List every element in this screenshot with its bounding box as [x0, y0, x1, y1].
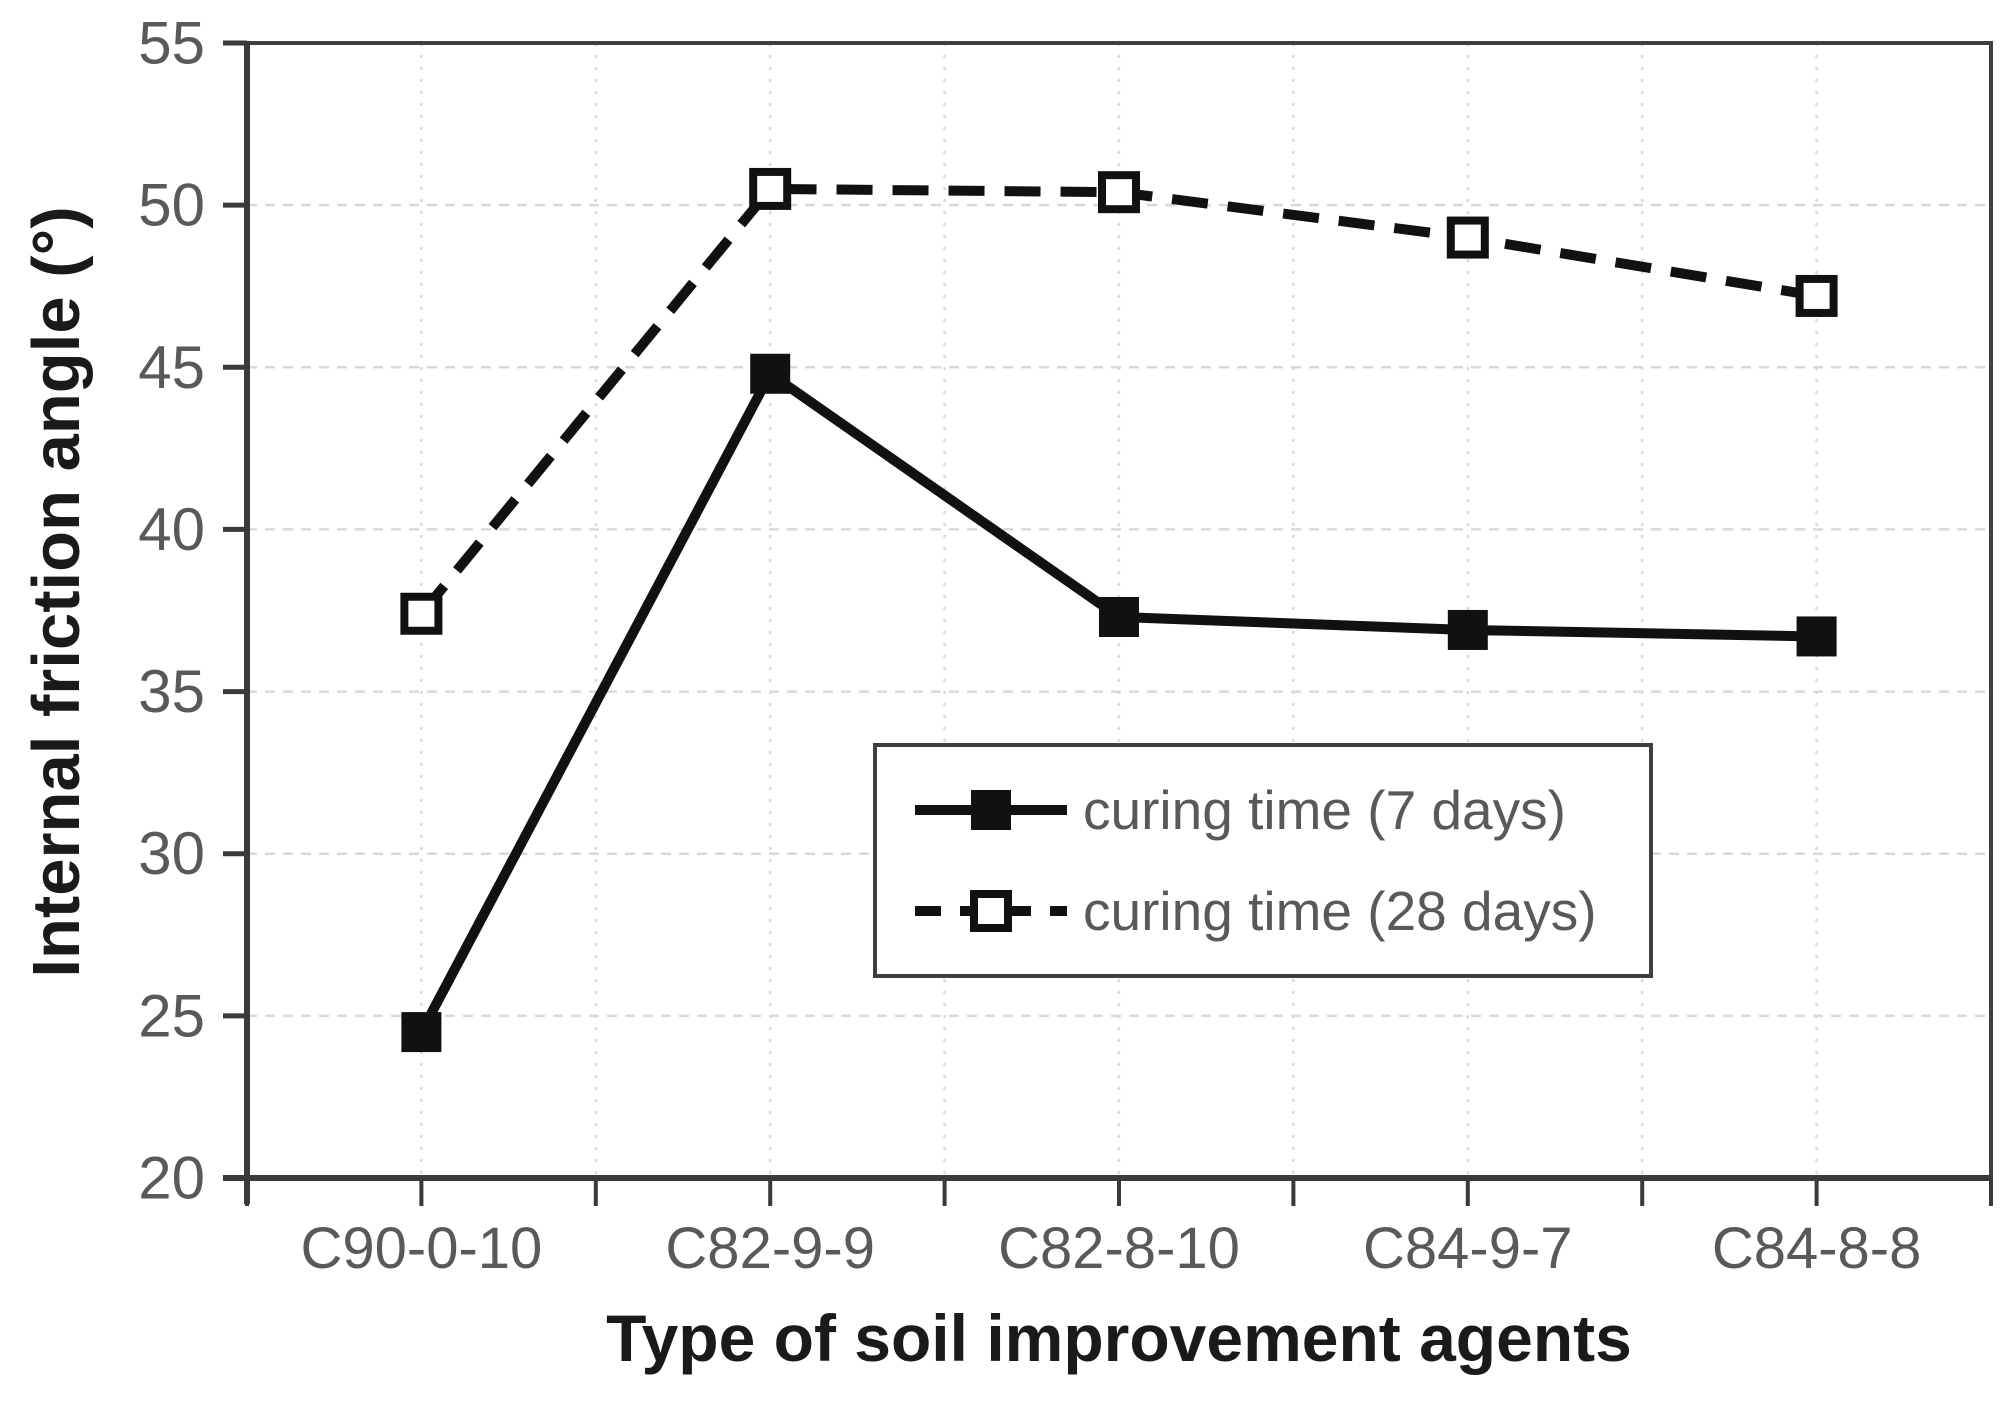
series-line-dashed — [417, 183, 1818, 617]
x-axis-title: Type of soil improvement agents — [606, 1301, 1632, 1375]
filled-square-marker — [750, 353, 791, 394]
y-tick-label: 50 — [138, 172, 205, 239]
dashed-line-open-square-icon — [915, 888, 1067, 934]
y-tick-label: 45 — [138, 334, 205, 401]
legend-label: curing time (7 days) — [1083, 778, 1566, 841]
open-square-marker — [1098, 171, 1140, 214]
filled-square-marker — [401, 1012, 442, 1053]
y-tick-label: 20 — [138, 1145, 205, 1212]
y-tick-label: 40 — [138, 496, 205, 563]
y-tick-label: 25 — [138, 982, 205, 1049]
open-square-marker — [749, 167, 792, 210]
y-axis-title: Internal friction angle (°) — [19, 206, 94, 978]
x-tick-label: C82-8-10 — [998, 1216, 1240, 1281]
filled-square-marker — [1796, 616, 1837, 657]
open-square-marker — [1795, 274, 1838, 317]
solid-line-filled-square-icon — [915, 787, 1067, 833]
legend-item-28-days: curing time (28 days) — [915, 879, 1635, 943]
x-tick-label: C90-0-10 — [300, 1216, 542, 1281]
legend: curing time (7 days) curing time (28 day… — [873, 743, 1653, 978]
legend-item-7-days: curing time (7 days) — [915, 778, 1635, 842]
legend-label: curing time (28 days) — [1083, 880, 1597, 943]
y-tick-label: 30 — [138, 820, 205, 887]
open-square-marker — [400, 592, 443, 635]
y-tick-label: 35 — [138, 658, 205, 725]
filled-square-marker — [1447, 609, 1488, 650]
x-tick-label: C84-9-7 — [1363, 1216, 1573, 1281]
x-tick-label: C84-8-8 — [1712, 1216, 1922, 1281]
open-square-marker — [1446, 216, 1489, 259]
y-tick-label: 55 — [138, 10, 205, 77]
x-tick-label: C82-9-9 — [665, 1216, 875, 1281]
filled-square-marker — [1099, 596, 1139, 637]
